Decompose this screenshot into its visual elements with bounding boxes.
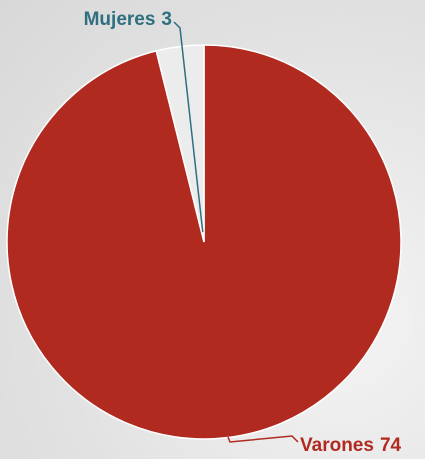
leader-line: [228, 436, 298, 442]
slice-label-value: 74: [380, 435, 402, 456]
slice-label: Varones 74: [300, 435, 402, 456]
slice-label-name: Mujeres: [84, 9, 156, 30]
slice-label-name: Varones: [300, 435, 374, 456]
chart: Varones 74 Mujeres3: [0, 0, 425, 459]
slice-label-value: 3: [161, 9, 172, 30]
